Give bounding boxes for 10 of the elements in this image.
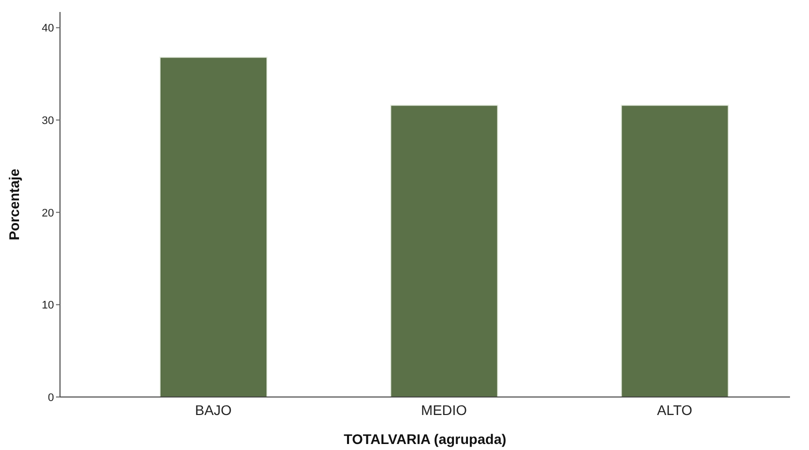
x-axis-title: TOTALVARIA (agrupada) xyxy=(344,431,506,447)
y-tick-label: 0 xyxy=(48,392,54,404)
y-axis-title: Porcentaje xyxy=(6,168,22,240)
x-tick-label: ALTO xyxy=(657,402,692,418)
y-tick-label: 20 xyxy=(42,207,54,220)
x-tick-label: BAJO xyxy=(195,402,232,418)
y-tick-label: 40 xyxy=(42,22,54,35)
x-tick-label: MEDIO xyxy=(421,402,468,418)
y-tick-label: 30 xyxy=(42,114,54,127)
y-tick-label: 10 xyxy=(42,300,54,312)
